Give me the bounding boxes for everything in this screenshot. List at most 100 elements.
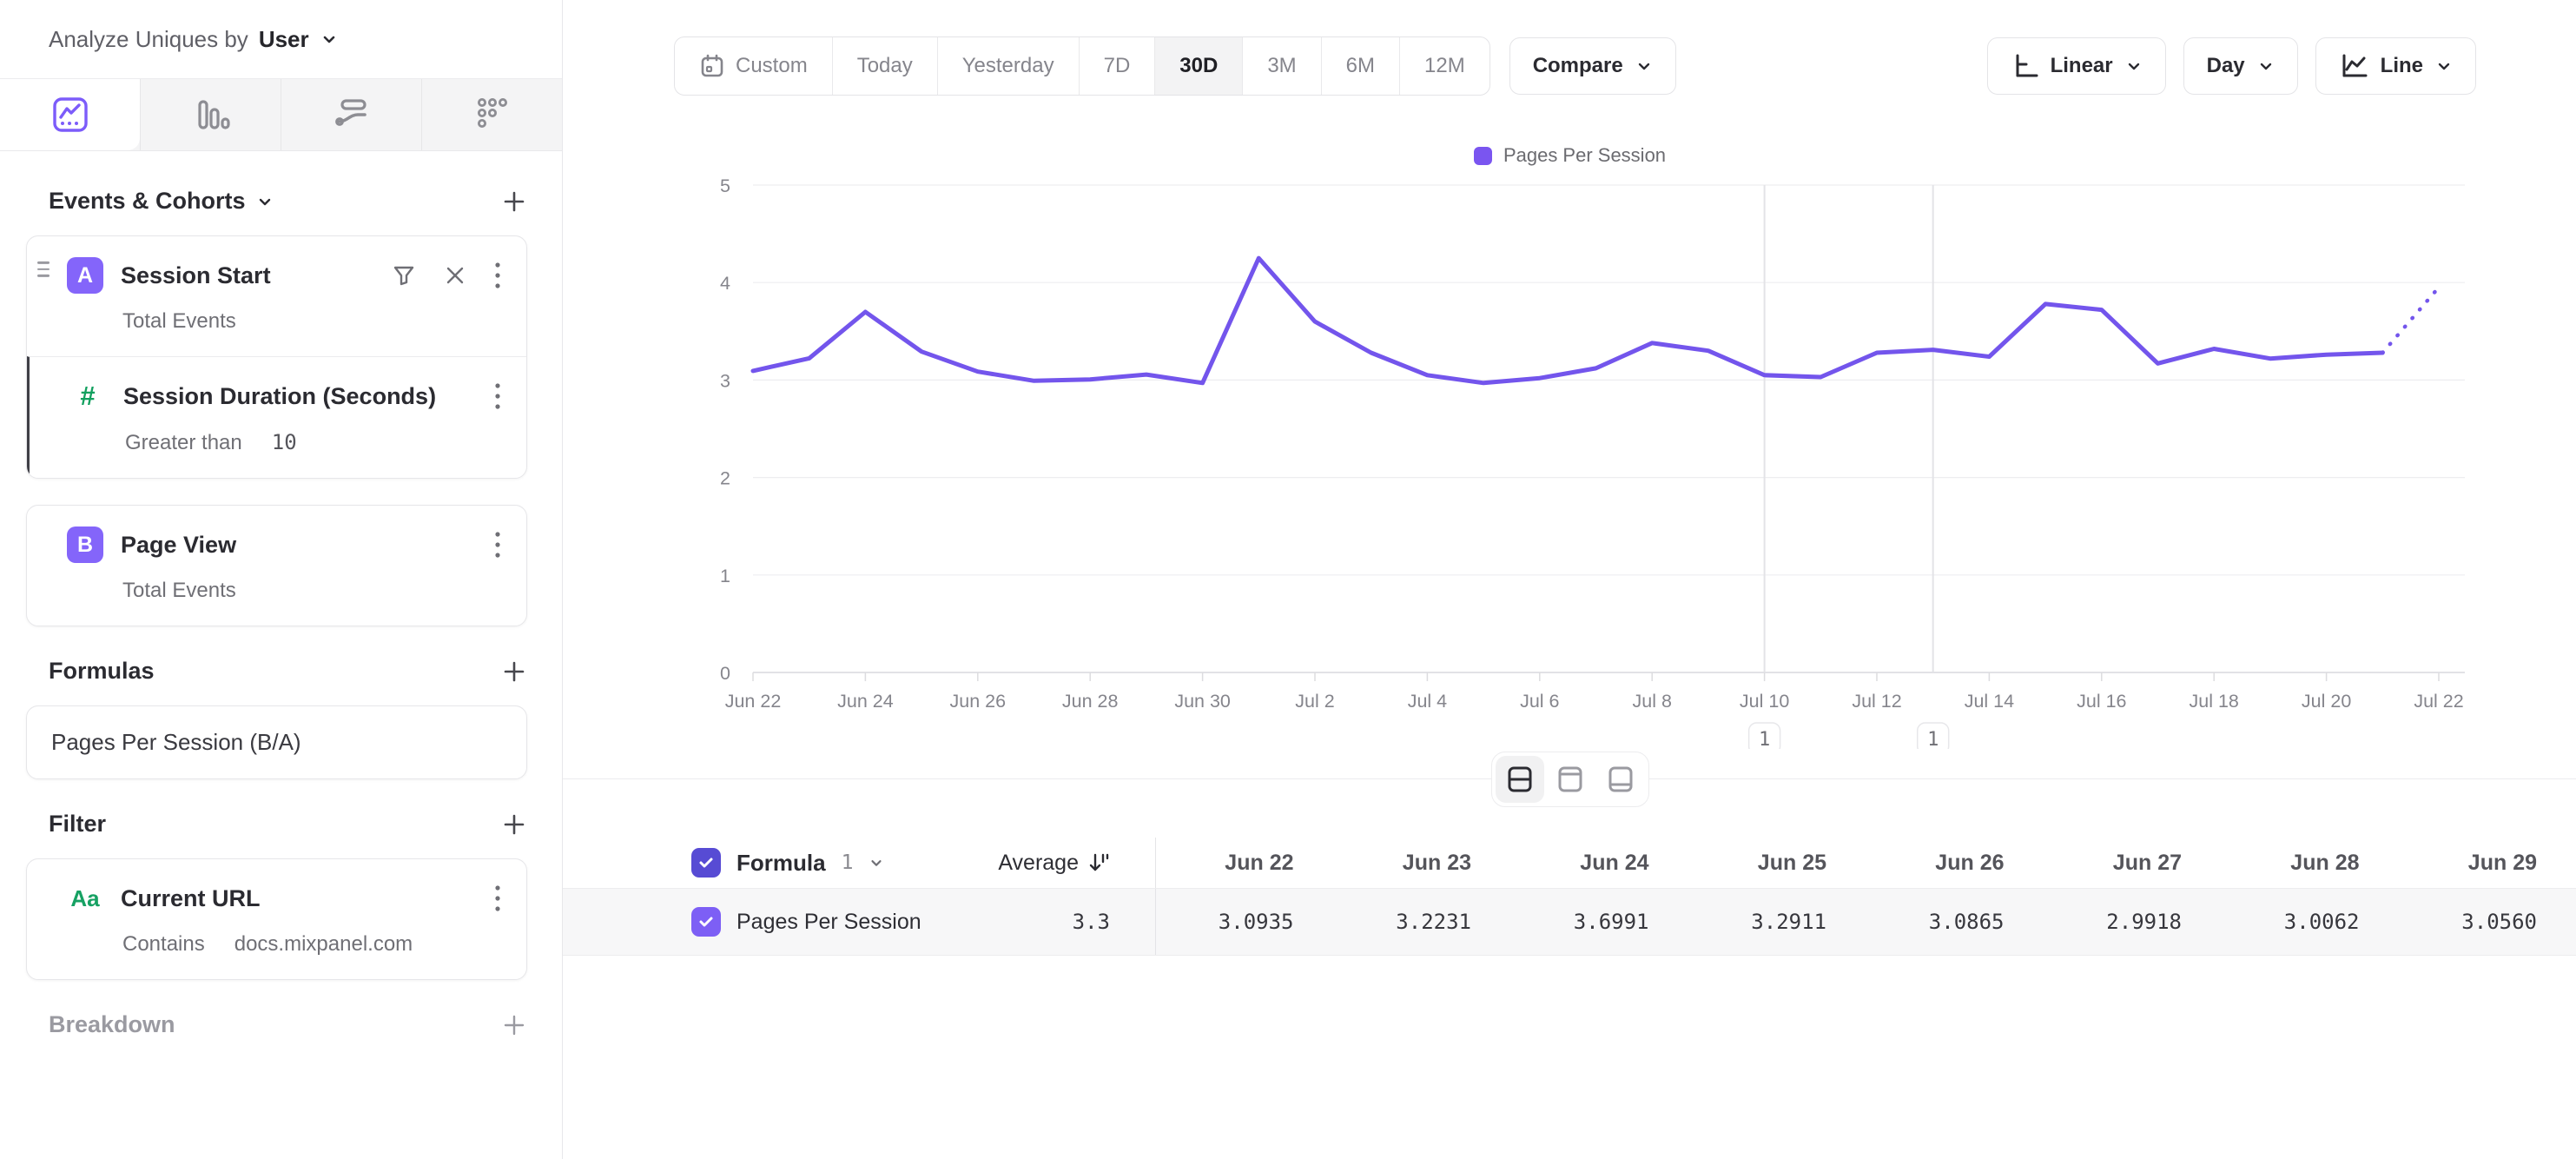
- table-cell-value: 2.9918: [2106, 910, 2182, 934]
- range-3m[interactable]: 3M: [1242, 37, 1320, 95]
- x-axis-label: Jul 10: [1740, 691, 1789, 712]
- kebab-menu-icon[interactable]: [493, 381, 502, 411]
- table-cell-value: 3.0935: [1218, 910, 1294, 934]
- formula-card[interactable]: Pages Per Session (B/A): [26, 705, 527, 779]
- filter-operator[interactable]: Contains: [122, 932, 205, 956]
- x-axis-label: Jul 2: [1295, 691, 1334, 712]
- range-7d[interactable]: 7D: [1078, 37, 1155, 95]
- analyze-by-value: User: [258, 25, 309, 52]
- kebab-menu-icon[interactable]: [493, 530, 502, 560]
- legend-label: Pages Per Session: [1503, 144, 1667, 166]
- x-axis-label: Jul 8: [1632, 691, 1671, 712]
- chevron-down-icon: [259, 198, 270, 205]
- x-axis-label: Jul 16: [2077, 691, 2126, 712]
- report-type-tabs: [0, 79, 562, 151]
- filter-section-title: Filter: [49, 811, 107, 837]
- event-row[interactable]: B Page View: [27, 506, 526, 573]
- retention-grid-icon: [472, 94, 513, 136]
- event-letter-badge: B: [67, 527, 103, 563]
- breakdown-section-title: Breakdown: [49, 1011, 175, 1037]
- legend-item[interactable]: Pages Per Session: [1473, 144, 1667, 167]
- sort-descending-icon: [1089, 853, 1109, 871]
- series-line[interactable]: [750, 255, 2385, 386]
- axis-scale-button[interactable]: Linear: [1986, 37, 2166, 95]
- range-custom[interactable]: Custom: [675, 37, 832, 95]
- tab-bar-report[interactable]: [140, 79, 281, 150]
- table-date-headers: Jun 22 Jun 23 Jun 24 Jun 25 Jun 26 Jun 27 Jun …: [1156, 838, 2576, 888]
- events-section-title[interactable]: Events & Cohorts: [49, 188, 274, 215]
- x-axis-label: Jul 18: [2190, 691, 2239, 712]
- event-card-session-start: A Session Start Total Events: [26, 235, 527, 479]
- kebab-menu-icon[interactable]: [493, 884, 502, 913]
- property-row[interactable]: # Session Duration (Seconds): [30, 357, 526, 425]
- event-measure[interactable]: Total Events: [122, 309, 236, 333]
- line-chart[interactable]: 0 1 2 3 4 5 Jun 22 Jun 24 Jun 26 Jun 28 Jun 30 Jul …: [563, 115, 2576, 749]
- chevron-down-icon: [2260, 63, 2271, 70]
- numeric-property-icon: #: [80, 381, 96, 411]
- filter-row[interactable]: Aa Current URL: [27, 859, 526, 927]
- range-30d[interactable]: 30D: [1154, 37, 1243, 95]
- range-12m[interactable]: 12M: [1399, 37, 1489, 95]
- table-cell-value: 3.0865: [1928, 910, 2005, 934]
- x-axis-label: Jul 4: [1408, 691, 1447, 712]
- tab-retention[interactable]: [421, 79, 562, 150]
- chevron-down-icon: [871, 860, 882, 866]
- chevron-down-icon: [2128, 63, 2139, 70]
- average-sort-control[interactable]: Average: [998, 851, 1155, 876]
- property-value[interactable]: 10: [271, 430, 297, 454]
- formula-selector-label[interactable]: Formula: [736, 849, 826, 876]
- chevron-down-icon: [320, 30, 339, 49]
- add-formula-button[interactable]: [501, 659, 527, 685]
- add-breakdown-button[interactable]: [501, 1012, 527, 1038]
- event-row[interactable]: A Session Start: [27, 236, 526, 304]
- drag-handle-icon[interactable]: [37, 261, 50, 277]
- x-axis-label: Jul 14: [1965, 691, 2014, 712]
- annotation-badge[interactable]: 1: [1747, 722, 1781, 749]
- filter-funnel-icon[interactable]: [391, 262, 417, 288]
- analyze-by-label: Analyze Uniques by: [49, 25, 248, 52]
- table-only-view-button[interactable]: [1595, 756, 1645, 803]
- range-yesterday[interactable]: Yesterday: [936, 37, 1079, 95]
- analyze-by-selector[interactable]: Analyze Uniques by User: [0, 0, 562, 79]
- annotation-badge[interactable]: 1: [1916, 722, 1950, 749]
- series-line-projected: [2381, 285, 2441, 355]
- tab-flows[interactable]: [281, 79, 421, 150]
- table-column-header: Jun 23: [1402, 850, 1471, 875]
- breakdown-section-header: Breakdown: [26, 1011, 527, 1038]
- formulas-section-title: Formulas: [49, 658, 155, 684]
- interval-button[interactable]: Day: [2183, 37, 2298, 95]
- filter-section-header: Filter: [26, 811, 527, 838]
- add-event-button[interactable]: [501, 189, 527, 215]
- range-today[interactable]: Today: [831, 37, 937, 95]
- kebab-menu-icon[interactable]: [493, 261, 502, 290]
- add-filter-button[interactable]: [501, 811, 527, 838]
- table-cell-value: 3.0062: [2283, 910, 2360, 934]
- y-axis-label: 3: [720, 370, 730, 391]
- y-axis-label: 2: [720, 468, 730, 489]
- table-cell-value: 3.2911: [1751, 910, 1826, 934]
- property-name: Session Duration (Seconds): [123, 382, 437, 409]
- filter-card-current-url: Aa Current URL Contains docs.mixpanel.co…: [26, 858, 527, 980]
- event-name: Session Start: [121, 262, 271, 288]
- table-row-first-cell: Pages Per Session 3.3: [563, 889, 1156, 955]
- table-data-row[interactable]: Pages Per Session 3.3 3.0935 3.2231 3.6991…: [563, 888, 2576, 956]
- remove-event-icon[interactable]: [443, 263, 467, 288]
- event-measure[interactable]: Total Events: [122, 579, 236, 602]
- event-name: Page View: [121, 531, 237, 558]
- property-operator[interactable]: Greater than: [125, 431, 242, 454]
- filter-value[interactable]: docs.mixpanel.com: [234, 932, 413, 956]
- calendar-icon: [701, 54, 723, 77]
- events-section-header: Events & Cohorts: [26, 188, 527, 215]
- tab-insights[interactable]: [0, 79, 140, 150]
- split-view-button[interactable]: [1495, 756, 1544, 803]
- series-checkbox[interactable]: [691, 907, 721, 937]
- range-6m[interactable]: 6M: [1320, 37, 1399, 95]
- chart-only-view-button[interactable]: [1545, 756, 1595, 803]
- select-all-checkbox[interactable]: [691, 848, 721, 878]
- chart-type-button[interactable]: Line: [2315, 37, 2476, 95]
- compare-button[interactable]: Compare: [1509, 37, 1676, 95]
- chevron-down-icon: [2438, 63, 2450, 70]
- svg-text:1: 1: [1927, 729, 1939, 749]
- y-axis-label: 4: [720, 273, 730, 294]
